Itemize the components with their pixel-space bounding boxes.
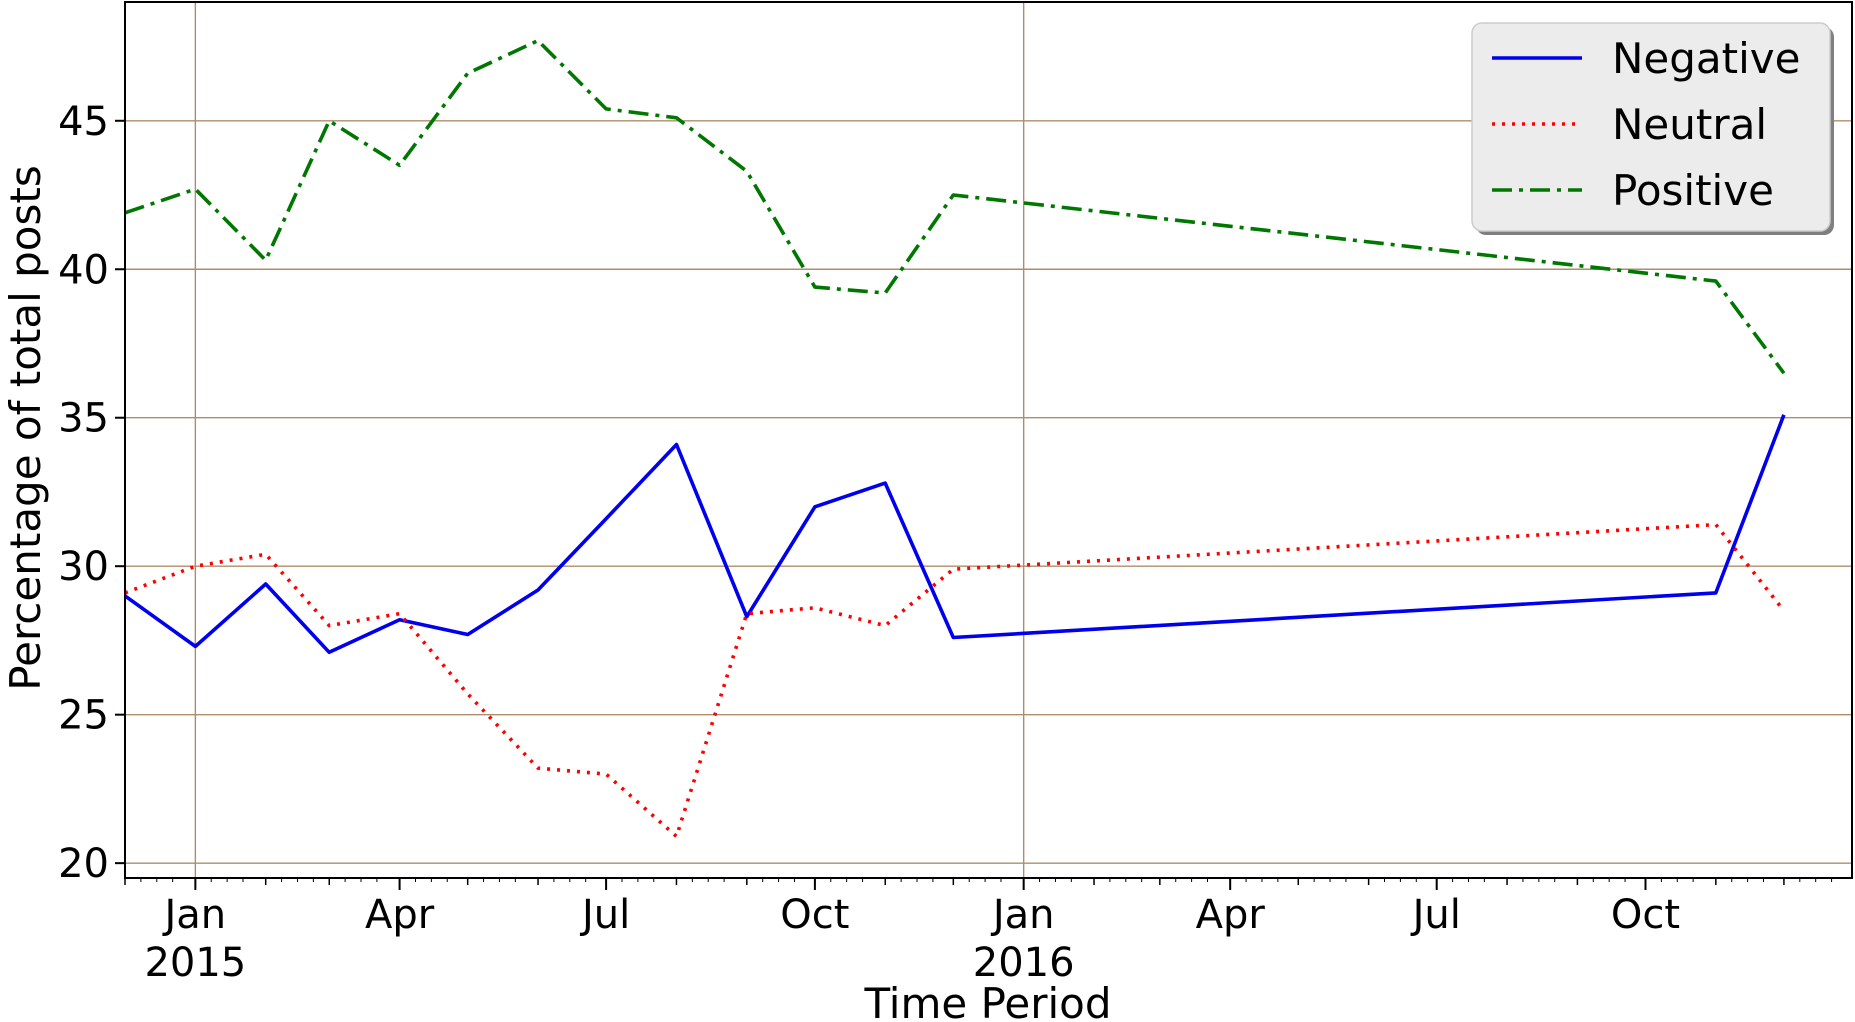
y-axis-label: Percentage of total posts	[1, 165, 50, 690]
legend-box	[1471, 22, 1831, 232]
series-lines	[123, 38, 1786, 839]
x-tick-label: Jan	[990, 892, 1055, 938]
x-tick-year-label: 2015	[144, 940, 246, 986]
y-tick-label: 25	[58, 693, 109, 739]
y-tick-label: 30	[58, 544, 109, 590]
x-tick-label: Jul	[1410, 892, 1461, 938]
x-tick-label: Apr	[365, 892, 435, 938]
legend: Negative Neutral Positive	[1471, 22, 1834, 235]
x-tick-year-label: 2016	[973, 940, 1075, 986]
plot-frame	[124, 1, 1853, 879]
series-line-neutral	[124, 522, 1786, 839]
legend-label-positive: Positive	[1612, 166, 1774, 215]
y-tick-label: 40	[58, 247, 109, 293]
y-tick-label: 20	[58, 841, 109, 887]
series-line-negative	[123, 414, 1786, 655]
x-tick-label: Jul	[579, 892, 630, 938]
x-tick-label: Oct	[1611, 892, 1680, 938]
y-tick-label: 45	[58, 99, 109, 145]
y-tick-label: 35	[58, 396, 109, 442]
series-line-positive	[124, 38, 1786, 375]
x-axis-label: Time Period	[863, 979, 1111, 1022]
x-tick-label: Jan	[162, 892, 227, 938]
legend-label-negative: Negative	[1612, 34, 1801, 83]
legend-label-neutral: Neutral	[1612, 100, 1767, 149]
x-tick-label: Apr	[1196, 892, 1266, 938]
x-tick-label: Oct	[780, 892, 849, 938]
